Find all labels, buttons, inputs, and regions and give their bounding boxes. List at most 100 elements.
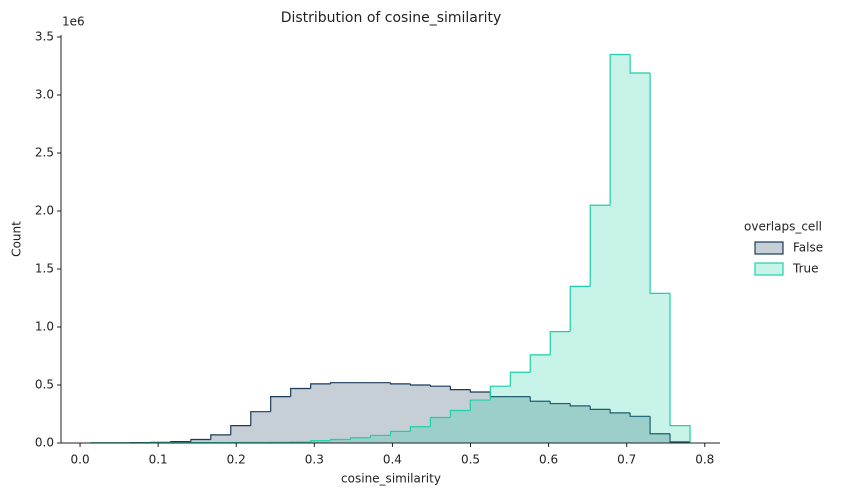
bar bbox=[450, 410, 471, 443]
y-tick-label: 2.5 bbox=[35, 146, 54, 160]
bar bbox=[570, 286, 591, 443]
y-tick-label: 1.0 bbox=[35, 320, 54, 334]
bar-outline bbox=[429, 385, 451, 387]
bar-outline bbox=[190, 438, 211, 442]
bar bbox=[570, 405, 591, 443]
x-tick-label: 0.0 bbox=[71, 453, 90, 467]
y-axis-label: Count bbox=[10, 221, 24, 257]
bar bbox=[390, 431, 411, 443]
bar-outline bbox=[569, 285, 591, 332]
x-tick-label: 0.5 bbox=[461, 453, 480, 467]
bar bbox=[250, 411, 271, 443]
bar-outline bbox=[449, 386, 471, 391]
bar bbox=[330, 382, 351, 443]
bar bbox=[350, 437, 371, 443]
bar bbox=[190, 439, 211, 443]
bar-outline bbox=[649, 72, 671, 294]
bar bbox=[350, 382, 371, 443]
legend-label: False bbox=[793, 241, 823, 255]
bar bbox=[610, 54, 631, 444]
y-tick-label: 0.5 bbox=[35, 378, 54, 392]
x-tick-label: 0.8 bbox=[695, 453, 714, 467]
bar bbox=[510, 396, 531, 443]
bar-outline bbox=[449, 409, 471, 418]
legend-title: overlaps_cell bbox=[744, 220, 822, 234]
bar bbox=[650, 293, 671, 443]
bar-outline bbox=[329, 438, 351, 441]
bar bbox=[210, 434, 231, 443]
bar-outline bbox=[649, 416, 671, 435]
x-tick-label: 0.6 bbox=[539, 453, 558, 467]
bar-outline bbox=[270, 396, 291, 412]
bar-outline bbox=[549, 331, 571, 355]
bar-outline bbox=[549, 401, 571, 405]
bar-outline bbox=[529, 396, 551, 402]
bar-outline bbox=[489, 385, 511, 401]
legend-swatch bbox=[754, 262, 784, 276]
bar-outline bbox=[609, 409, 631, 414]
x-tick-label: 0.1 bbox=[149, 453, 168, 467]
bar bbox=[410, 426, 431, 443]
bar bbox=[470, 391, 491, 443]
bar bbox=[530, 401, 551, 443]
legend-swatch bbox=[754, 241, 784, 255]
bar-outline bbox=[230, 425, 251, 435]
bar-outline bbox=[290, 387, 311, 397]
bar bbox=[470, 400, 491, 443]
bar-outline bbox=[629, 412, 651, 417]
x-tick-label: 0.2 bbox=[227, 453, 246, 467]
bar-outline bbox=[509, 371, 531, 387]
bar-outline bbox=[589, 204, 611, 287]
x-tick-label: 0.3 bbox=[305, 453, 324, 467]
y-tick-label: 1.5 bbox=[35, 262, 54, 276]
bar-outline bbox=[310, 440, 331, 443]
bar-outline bbox=[310, 383, 331, 389]
x-tick-label: 0.4 bbox=[383, 453, 402, 467]
legend-label: True bbox=[792, 262, 819, 276]
bar-outline bbox=[409, 426, 431, 432]
bar bbox=[590, 205, 611, 443]
bar-outline bbox=[469, 389, 491, 393]
bar bbox=[450, 389, 471, 443]
chart-title: Distribution of cosine_similarity bbox=[281, 10, 502, 26]
bar bbox=[430, 386, 451, 443]
bar-outline bbox=[170, 441, 191, 443]
bar bbox=[510, 372, 531, 443]
x-tick-label: 0.7 bbox=[617, 453, 636, 467]
bar bbox=[310, 383, 331, 443]
bar bbox=[670, 425, 691, 443]
bar bbox=[390, 383, 411, 443]
bar-outline bbox=[469, 399, 491, 411]
bar-outline bbox=[429, 416, 451, 427]
bar bbox=[650, 433, 671, 443]
bar-outline bbox=[409, 383, 431, 386]
bar bbox=[630, 72, 651, 443]
bar bbox=[590, 409, 611, 443]
y-tick-label: 0.0 bbox=[35, 436, 54, 450]
bar-outline bbox=[609, 53, 631, 206]
y-tick-label: 3.0 bbox=[35, 88, 54, 102]
bar bbox=[610, 412, 631, 443]
bar-outline bbox=[569, 403, 591, 407]
bar bbox=[490, 386, 511, 443]
bar bbox=[530, 354, 551, 443]
y-offset-label: 1e6 bbox=[62, 15, 85, 29]
bar bbox=[490, 396, 511, 443]
bar bbox=[310, 440, 331, 443]
bar-outline bbox=[349, 437, 371, 440]
bar-outline bbox=[629, 54, 651, 74]
bar-outline bbox=[250, 411, 271, 426]
bar-outline bbox=[389, 382, 411, 385]
bar bbox=[550, 331, 571, 443]
bar-outline bbox=[210, 434, 231, 440]
bar-outline bbox=[529, 354, 551, 373]
bar bbox=[550, 403, 571, 443]
bar bbox=[230, 425, 251, 443]
bar-outline bbox=[369, 434, 391, 438]
bar bbox=[290, 388, 311, 443]
bar-outline bbox=[669, 293, 691, 443]
bar bbox=[330, 439, 351, 443]
bar-outline bbox=[329, 382, 351, 384]
bar bbox=[630, 416, 651, 443]
